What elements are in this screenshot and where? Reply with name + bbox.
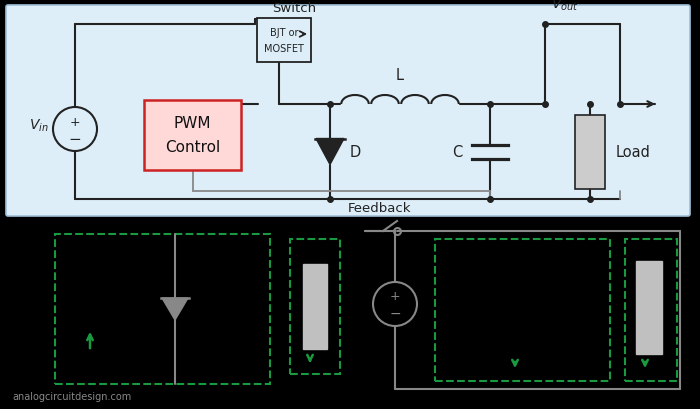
Text: PWM: PWM: [174, 116, 211, 131]
FancyBboxPatch shape: [575, 115, 605, 189]
Polygon shape: [303, 264, 327, 349]
Polygon shape: [636, 261, 662, 354]
Polygon shape: [162, 298, 188, 320]
FancyBboxPatch shape: [257, 19, 311, 63]
Text: $V_{in}$: $V_{in}$: [29, 117, 49, 134]
Text: L: L: [396, 68, 404, 83]
FancyBboxPatch shape: [144, 101, 241, 171]
Text: +: +: [70, 115, 80, 128]
Text: −: −: [389, 306, 401, 320]
Polygon shape: [316, 139, 344, 165]
Text: Load: Load: [616, 145, 651, 160]
Text: Feedback: Feedback: [348, 202, 412, 214]
Text: Switch: Switch: [272, 2, 316, 15]
Text: analogcircuitdesign.com: analogcircuitdesign.com: [12, 391, 132, 401]
Text: Control: Control: [165, 140, 220, 155]
Text: −: −: [69, 131, 81, 146]
FancyBboxPatch shape: [6, 6, 690, 216]
Text: MOSFET: MOSFET: [264, 44, 304, 54]
Text: C: C: [452, 145, 462, 160]
Text: BJT or: BJT or: [270, 28, 298, 38]
Text: D: D: [350, 145, 361, 160]
Text: $V_{out}$: $V_{out}$: [551, 0, 579, 13]
Text: +: +: [390, 290, 400, 303]
